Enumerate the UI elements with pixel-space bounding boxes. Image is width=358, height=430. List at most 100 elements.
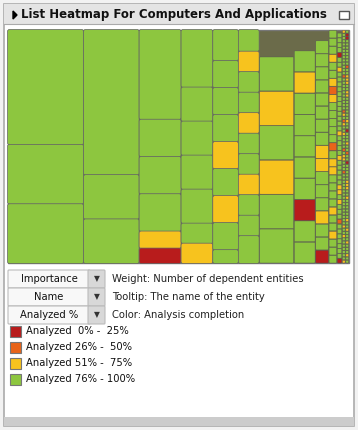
FancyBboxPatch shape	[83, 175, 139, 219]
FancyBboxPatch shape	[343, 164, 345, 167]
FancyBboxPatch shape	[88, 306, 105, 324]
FancyBboxPatch shape	[343, 145, 345, 148]
FancyBboxPatch shape	[260, 195, 294, 229]
FancyBboxPatch shape	[343, 235, 345, 237]
FancyBboxPatch shape	[343, 177, 345, 180]
FancyBboxPatch shape	[238, 30, 259, 52]
FancyBboxPatch shape	[139, 119, 181, 157]
FancyBboxPatch shape	[139, 30, 181, 120]
FancyBboxPatch shape	[139, 231, 181, 249]
FancyBboxPatch shape	[343, 187, 345, 190]
FancyBboxPatch shape	[343, 181, 345, 183]
FancyBboxPatch shape	[329, 62, 337, 70]
FancyBboxPatch shape	[343, 197, 345, 199]
FancyBboxPatch shape	[213, 223, 238, 250]
FancyBboxPatch shape	[343, 126, 345, 129]
FancyBboxPatch shape	[346, 132, 349, 135]
FancyBboxPatch shape	[346, 56, 349, 58]
FancyBboxPatch shape	[343, 110, 345, 113]
FancyBboxPatch shape	[346, 225, 349, 228]
FancyBboxPatch shape	[316, 106, 328, 119]
FancyBboxPatch shape	[337, 38, 342, 43]
Bar	[339, 11, 349, 19]
FancyBboxPatch shape	[346, 164, 349, 167]
Text: List Heatmap For Computers And Applications: List Heatmap For Computers And Applicati…	[21, 8, 327, 21]
FancyBboxPatch shape	[343, 40, 345, 43]
FancyBboxPatch shape	[337, 244, 342, 248]
FancyBboxPatch shape	[329, 183, 337, 190]
FancyBboxPatch shape	[343, 114, 345, 116]
FancyBboxPatch shape	[294, 178, 315, 199]
FancyBboxPatch shape	[316, 132, 328, 145]
FancyBboxPatch shape	[181, 87, 213, 121]
FancyBboxPatch shape	[343, 184, 345, 186]
FancyBboxPatch shape	[343, 56, 345, 58]
FancyBboxPatch shape	[213, 141, 238, 169]
FancyBboxPatch shape	[337, 131, 342, 135]
Text: Analyzed 76% - 100%: Analyzed 76% - 100%	[26, 375, 135, 384]
FancyBboxPatch shape	[337, 146, 342, 150]
FancyBboxPatch shape	[329, 231, 337, 239]
FancyBboxPatch shape	[337, 62, 342, 67]
FancyBboxPatch shape	[337, 205, 342, 209]
FancyBboxPatch shape	[346, 168, 349, 170]
FancyBboxPatch shape	[337, 209, 342, 214]
FancyBboxPatch shape	[346, 197, 349, 199]
FancyBboxPatch shape	[88, 288, 105, 306]
FancyBboxPatch shape	[346, 142, 349, 145]
FancyBboxPatch shape	[213, 169, 238, 196]
FancyBboxPatch shape	[343, 107, 345, 110]
FancyBboxPatch shape	[346, 123, 349, 126]
FancyBboxPatch shape	[346, 228, 349, 231]
FancyBboxPatch shape	[329, 55, 337, 62]
FancyBboxPatch shape	[329, 135, 337, 142]
FancyBboxPatch shape	[337, 77, 342, 82]
FancyBboxPatch shape	[88, 270, 105, 288]
FancyBboxPatch shape	[294, 136, 315, 157]
FancyBboxPatch shape	[343, 155, 345, 158]
FancyBboxPatch shape	[343, 30, 345, 33]
FancyBboxPatch shape	[337, 200, 342, 204]
FancyBboxPatch shape	[346, 206, 349, 209]
FancyBboxPatch shape	[343, 222, 345, 224]
FancyBboxPatch shape	[8, 204, 83, 264]
FancyBboxPatch shape	[343, 257, 345, 260]
FancyBboxPatch shape	[346, 200, 349, 202]
FancyBboxPatch shape	[213, 88, 238, 115]
FancyBboxPatch shape	[329, 86, 337, 94]
FancyBboxPatch shape	[346, 40, 349, 43]
FancyBboxPatch shape	[346, 203, 349, 206]
FancyBboxPatch shape	[346, 161, 349, 164]
FancyBboxPatch shape	[260, 229, 294, 263]
FancyBboxPatch shape	[343, 104, 345, 107]
FancyBboxPatch shape	[343, 49, 345, 52]
FancyBboxPatch shape	[346, 91, 349, 94]
FancyBboxPatch shape	[329, 103, 337, 110]
FancyBboxPatch shape	[238, 133, 259, 154]
FancyBboxPatch shape	[337, 136, 342, 141]
FancyBboxPatch shape	[337, 33, 342, 37]
FancyBboxPatch shape	[8, 144, 83, 204]
FancyBboxPatch shape	[238, 236, 259, 264]
FancyBboxPatch shape	[337, 195, 342, 199]
FancyBboxPatch shape	[329, 159, 337, 166]
FancyBboxPatch shape	[343, 168, 345, 170]
FancyBboxPatch shape	[346, 110, 349, 113]
FancyBboxPatch shape	[343, 251, 345, 253]
FancyBboxPatch shape	[329, 143, 337, 150]
FancyBboxPatch shape	[316, 120, 328, 132]
FancyBboxPatch shape	[346, 260, 349, 263]
FancyBboxPatch shape	[346, 34, 349, 36]
FancyBboxPatch shape	[346, 94, 349, 97]
Text: Color: Analysis completion: Color: Analysis completion	[112, 310, 244, 320]
FancyBboxPatch shape	[337, 72, 342, 77]
FancyBboxPatch shape	[329, 71, 337, 78]
FancyBboxPatch shape	[329, 255, 337, 263]
Bar	[10, 358, 21, 369]
FancyBboxPatch shape	[346, 129, 349, 132]
FancyBboxPatch shape	[346, 75, 349, 78]
FancyBboxPatch shape	[346, 187, 349, 190]
FancyBboxPatch shape	[329, 119, 337, 126]
FancyBboxPatch shape	[346, 59, 349, 62]
FancyBboxPatch shape	[8, 270, 90, 288]
